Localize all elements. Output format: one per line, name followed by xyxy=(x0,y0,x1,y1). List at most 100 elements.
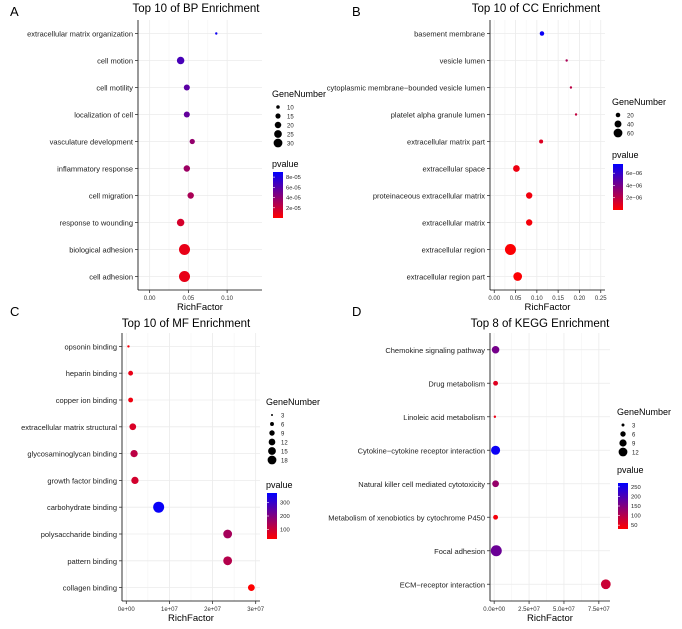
y-tick-label: opsonin binding xyxy=(64,342,117,351)
x-tick-label: 1e+07 xyxy=(161,607,179,613)
data-point xyxy=(131,476,139,485)
chart-title: Top 10 of BP Enrichment xyxy=(133,3,261,15)
size-legend-label: 40 xyxy=(627,123,634,129)
data-point xyxy=(183,165,191,172)
size-legend-title: GeneNumber xyxy=(617,407,671,417)
y-tick-label: Natural killer cell mediated cytotoxicit… xyxy=(358,480,485,489)
x-tick-label: 0.00 xyxy=(488,296,500,302)
color-legend-label: 100 xyxy=(280,528,290,534)
color-legend-bar xyxy=(267,493,277,539)
y-tick-label: extracellular matrix part xyxy=(407,138,486,147)
data-point xyxy=(539,31,545,36)
data-point xyxy=(248,584,255,591)
size-legend-dot xyxy=(273,138,283,148)
color-legend-label: 300 xyxy=(280,500,290,506)
size-legend-label: 20 xyxy=(627,114,634,120)
x-tick-label: 3e+07 xyxy=(247,607,265,613)
data-point xyxy=(128,397,134,403)
panel-4: D Top 8 of KEGG Enrichment Chemokine signa… xyxy=(328,304,671,624)
panel-letter: A xyxy=(10,4,19,19)
data-point xyxy=(128,370,134,376)
data-point xyxy=(130,449,138,458)
size-legend-dot xyxy=(274,130,282,138)
size-legend-label: 15 xyxy=(287,115,294,121)
size-legend-label: 25 xyxy=(287,133,294,139)
x-tick-label: 0.15 xyxy=(552,296,564,302)
x-axis-label: RichFactor xyxy=(177,302,223,313)
y-tick-label: cell motion xyxy=(97,57,133,66)
y-tick-label: carbohydrate binding xyxy=(47,503,117,512)
x-tick-label: 0.00 xyxy=(144,296,156,302)
data-point xyxy=(525,192,533,199)
size-legend-label: 15 xyxy=(281,450,288,456)
y-tick-label: copper ion binding xyxy=(56,396,117,405)
size-legend-dot xyxy=(276,105,280,109)
color-legend-bar xyxy=(618,483,628,529)
y-tick-label: extracellular region part xyxy=(407,273,486,282)
size-legend-dot xyxy=(620,431,626,437)
size-legend-dot xyxy=(271,414,273,416)
x-tick-label: 7.5e+07 xyxy=(588,607,611,613)
x-tick-label: 5.0e+07 xyxy=(553,607,576,613)
chart-title: Top 10 of MF Enrichment xyxy=(122,318,251,330)
y-tick-label: growth factor binding xyxy=(47,476,117,485)
y-tick-label: cell migration xyxy=(89,192,133,201)
plot-area xyxy=(490,333,610,601)
color-legend-title: pvalue xyxy=(272,159,299,169)
y-tick-label: Metabolism of xenobiotics by cytochrome … xyxy=(328,513,485,522)
size-legend-label: 9 xyxy=(281,432,285,438)
chart-title: Top 10 of CC Enrichment xyxy=(472,3,601,15)
data-point xyxy=(176,56,185,65)
size-legend-dot xyxy=(615,112,621,118)
y-tick-label: extracellular space xyxy=(422,165,485,174)
size-legend-dot xyxy=(618,447,628,457)
color-legend-label: 100 xyxy=(631,514,641,520)
data-point xyxy=(574,113,578,116)
size-legend-label: 12 xyxy=(281,441,288,447)
x-tick-label: 2e+07 xyxy=(204,607,222,613)
data-point xyxy=(179,244,190,255)
data-point xyxy=(600,579,611,590)
panel-1: A Top 10 of BP Enrichment extracellular ma… xyxy=(10,3,326,313)
y-tick-label: vesicle lumen xyxy=(440,57,485,66)
data-point xyxy=(513,272,523,281)
size-legend-label: 3 xyxy=(632,424,636,430)
size-legend-dot xyxy=(619,439,627,447)
size-legend-label: 60 xyxy=(627,132,634,138)
size-legend-dot xyxy=(267,455,277,465)
y-tick-label: Focal adhesion xyxy=(434,547,485,556)
size-legend-dot xyxy=(614,120,622,128)
y-tick-label: glycosaminoglycan binding xyxy=(27,450,117,459)
y-tick-label: platelet alpha granule lumen xyxy=(391,111,485,120)
color-legend-bar xyxy=(613,164,623,210)
color-legend-title: pvalue xyxy=(266,480,293,490)
y-tick-label: cytoplasmic membrane−bounded vesicle lum… xyxy=(327,84,485,93)
size-legend-dot xyxy=(275,113,281,119)
x-tick-label: 0.25 xyxy=(595,296,607,302)
color-legend-label: 150 xyxy=(631,504,641,510)
size-legend-dot xyxy=(274,121,282,129)
y-tick-label: Chemokine signaling pathway xyxy=(385,346,485,355)
color-legend-label: 2e−06 xyxy=(626,196,642,202)
size-legend-label: 30 xyxy=(287,142,294,148)
y-tick-label: basement membrane xyxy=(414,30,485,39)
y-tick-label: polysaccharide binding xyxy=(41,530,117,539)
data-point xyxy=(153,501,165,513)
data-point xyxy=(129,423,137,431)
x-axis-label: RichFactor xyxy=(527,613,573,624)
size-legend-label: 3 xyxy=(281,414,285,420)
color-legend-label: 8e-05 xyxy=(286,175,301,181)
size-legend-label: 6 xyxy=(632,433,636,439)
y-tick-label: collagen binding xyxy=(63,584,117,593)
data-point xyxy=(215,32,218,35)
size-legend-title: GeneNumber xyxy=(612,97,666,107)
y-tick-label: proteinaceous extracellular matrix xyxy=(373,192,485,201)
x-tick-label: 0e+00 xyxy=(118,607,136,613)
color-legend-label: 6e−06 xyxy=(626,171,642,177)
color-legend-label: 200 xyxy=(280,514,290,520)
y-tick-label: Drug metabolism xyxy=(428,379,485,388)
y-tick-label: extracellular matrix organization xyxy=(27,30,133,39)
data-point xyxy=(565,59,568,62)
y-tick-label: inflammatory response xyxy=(57,165,133,174)
